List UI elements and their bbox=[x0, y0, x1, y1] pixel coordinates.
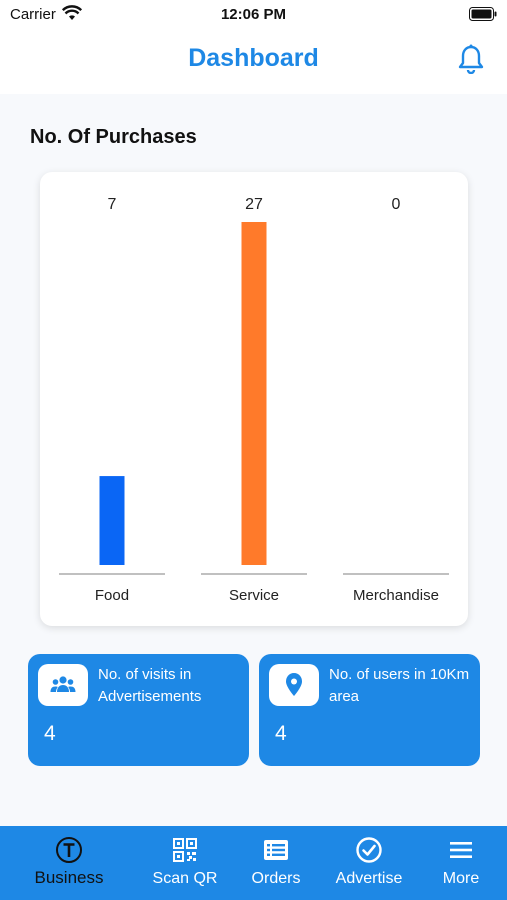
bell-icon[interactable] bbox=[457, 44, 485, 74]
nav-advertise-label: Advertise bbox=[335, 870, 403, 887]
value-label-food: 7 bbox=[108, 196, 117, 213]
users-stat-value: 4 bbox=[275, 722, 287, 745]
app-header: Dashboard bbox=[0, 32, 507, 94]
nav-more-label: More bbox=[442, 870, 480, 887]
bar-service bbox=[241, 222, 267, 565]
purchases-bar-chart: 7 Food 27 Service 0 Merchandise bbox=[59, 196, 449, 604]
users-stat-card[interactable]: No. of users in 10Km area 4 bbox=[259, 654, 480, 766]
nav-more[interactable]: More bbox=[426, 826, 496, 900]
value-label-merchandise: 0 bbox=[392, 196, 401, 213]
status-bar: Carrier 12:06 PM bbox=[0, 0, 507, 32]
nav-scan-qr[interactable]: Scan QR bbox=[140, 826, 230, 900]
menu-icon bbox=[450, 842, 472, 858]
purchases-chart-card: 7 Food 27 Service 0 Merchandise bbox=[40, 172, 468, 626]
visits-stat-card[interactable]: No. of visits in Advertisements 4 bbox=[28, 654, 249, 766]
section-title: No. Of Purchases bbox=[30, 126, 197, 148]
nav-advertise[interactable]: Advertise bbox=[324, 826, 414, 900]
category-label-merchandise: Merchandise bbox=[353, 587, 439, 604]
nav-orders-label: Orders bbox=[251, 870, 301, 887]
nav-business-label: Business bbox=[34, 868, 104, 887]
bar-food bbox=[99, 476, 125, 565]
orders-icon bbox=[264, 840, 288, 860]
nav-business[interactable]: Business bbox=[20, 826, 118, 900]
carrier-label: Carrier bbox=[10, 6, 56, 23]
status-time: 12:06 PM bbox=[220, 6, 287, 23]
check-circle-icon bbox=[356, 837, 382, 863]
business-icon bbox=[56, 837, 82, 863]
nav-orders[interactable]: Orders bbox=[236, 826, 316, 900]
users-stat-label: No. of users in 10Km area bbox=[329, 666, 470, 705]
page-title: Dashboard bbox=[188, 44, 319, 72]
qr-code-icon bbox=[173, 838, 197, 862]
users-icon-box bbox=[269, 664, 319, 706]
category-label-service: Service bbox=[229, 587, 279, 604]
visits-stat-value: 4 bbox=[44, 722, 56, 745]
visits-stat-label: No. of visits in Advertisements bbox=[98, 666, 202, 705]
wifi-icon bbox=[62, 5, 82, 20]
bottom-nav: Business Scan QR Orders bbox=[0, 826, 507, 900]
nav-scan-qr-label: Scan QR bbox=[152, 870, 218, 887]
battery-icon bbox=[469, 7, 497, 21]
visits-icon-box bbox=[38, 664, 88, 706]
category-label-food: Food bbox=[95, 587, 129, 604]
value-label-service: 27 bbox=[245, 196, 263, 213]
people-icon bbox=[50, 676, 76, 692]
location-pin-icon bbox=[286, 673, 302, 696]
